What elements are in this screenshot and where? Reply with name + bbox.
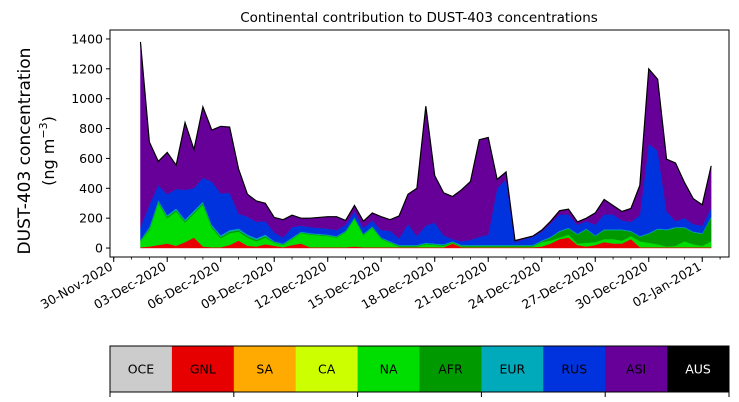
y-tick-label: 1000: [71, 91, 103, 106]
legend-label-ca: CA: [318, 362, 336, 377]
legend-label-gnl: GNL: [190, 362, 216, 377]
y-axis-label-line1: DUST-403 concentration: [15, 48, 35, 255]
y-axis: 0 200 400 600 800 1000 1200 1400: [71, 31, 110, 256]
x-axis: 30-Nov-202003-Dec-202006-Dec-202009-Dec-…: [38, 257, 721, 312]
stacked-areas: [140, 41, 712, 249]
legend-swatch-rus: [543, 346, 606, 392]
y-tick-label: 600: [79, 151, 103, 166]
y-axis-label: DUST-403 concentration (ng m−3): [15, 48, 58, 255]
legend-swatch-asi: [605, 346, 668, 392]
chart-title: Continental contribution to DUST-403 con…: [240, 10, 598, 26]
legend-swatch-ca: [295, 346, 358, 392]
plot-frame: [109, 29, 730, 258]
y-tick-label: 400: [79, 181, 103, 196]
total-outline: [139, 41, 712, 242]
legend-swatch-aus: [667, 346, 730, 392]
legend-swatch-sa: [233, 346, 296, 392]
y-tick-label: 1400: [71, 31, 103, 46]
legend-label-aus: AUS: [685, 362, 711, 377]
y-axis-label-units-suffix: ): [39, 116, 58, 122]
y-tick-label: 0: [95, 241, 103, 256]
y-tick-label: 800: [79, 121, 103, 136]
legend-frame: [109, 345, 730, 393]
y-tick-label: 200: [79, 211, 103, 226]
legend-label-na: NA: [380, 362, 398, 377]
legend-swatch-afr: [419, 346, 482, 392]
legend-label-rus: RUS: [561, 362, 587, 377]
legend-swatch-eur: [481, 346, 544, 392]
legend-colorbar: OCE GNL SA CA NA AFR EUR RUS ASI AUS: [109, 345, 730, 397]
y-tick-label: 1200: [71, 61, 103, 76]
legend-label-asi: ASI: [626, 362, 646, 377]
legend-label-sa: SA: [256, 362, 273, 377]
legend-label-oce: OCE: [128, 362, 155, 377]
y-axis-label-line2: (ng m−3): [37, 116, 58, 186]
y-axis-label-units-sup: −3: [37, 122, 50, 138]
legend-swatch-na: [357, 346, 420, 392]
legend-label-eur: EUR: [499, 362, 525, 377]
legend-label-afr: AFR: [438, 362, 463, 377]
legend-swatch-oce: [110, 346, 173, 392]
y-axis-label-units-prefix: (ng m: [39, 139, 58, 186]
legend-swatch-gnl: [171, 346, 235, 392]
